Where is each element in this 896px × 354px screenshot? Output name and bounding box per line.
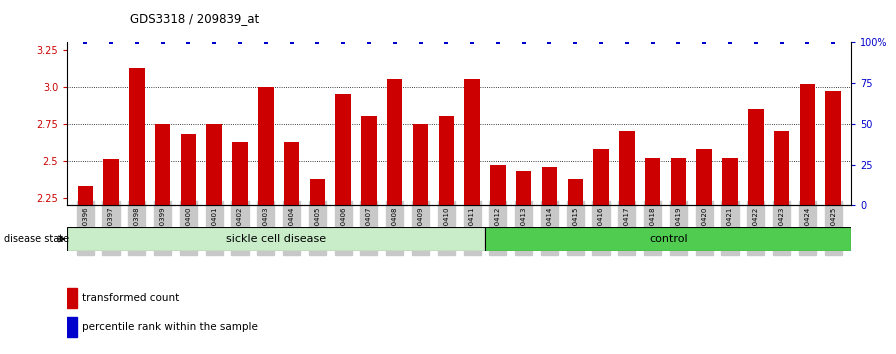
Bar: [722, 158, 737, 205]
Bar: [206, 124, 222, 205]
Point: [800, 40, 814, 45]
Point: [465, 40, 479, 45]
Point: [78, 40, 92, 45]
Point: [645, 40, 659, 45]
Text: percentile rank within the sample: percentile rank within the sample: [82, 322, 257, 332]
Point: [104, 40, 118, 45]
Point: [542, 40, 556, 45]
Bar: [567, 179, 583, 205]
Bar: [748, 109, 763, 205]
Bar: [464, 80, 480, 205]
Bar: [438, 116, 454, 205]
Point: [181, 40, 195, 45]
Point: [749, 40, 763, 45]
Bar: [825, 91, 840, 205]
Bar: [619, 131, 634, 205]
Bar: [181, 134, 196, 205]
Bar: [413, 124, 428, 205]
Bar: [67, 288, 77, 308]
Bar: [696, 149, 712, 205]
Point: [259, 40, 273, 45]
Bar: [671, 158, 686, 205]
Point: [671, 40, 685, 45]
Text: GDS3318 / 209839_at: GDS3318 / 209839_at: [130, 12, 259, 25]
Point: [233, 40, 247, 45]
Point: [413, 40, 427, 45]
Bar: [486, 227, 851, 251]
Bar: [155, 124, 170, 205]
Point: [697, 40, 711, 45]
Bar: [593, 149, 608, 205]
Bar: [103, 159, 119, 205]
Bar: [284, 142, 299, 205]
Point: [826, 40, 840, 45]
Bar: [335, 94, 351, 205]
Bar: [310, 179, 325, 205]
Point: [310, 40, 324, 45]
Bar: [258, 87, 273, 205]
Bar: [129, 68, 144, 205]
Bar: [645, 158, 660, 205]
Point: [568, 40, 582, 45]
Bar: [516, 171, 531, 205]
Bar: [361, 116, 376, 205]
Bar: [490, 165, 505, 205]
Point: [207, 40, 221, 45]
Point: [723, 40, 737, 45]
Bar: [232, 142, 247, 205]
Point: [594, 40, 608, 45]
Point: [362, 40, 376, 45]
Point: [491, 40, 505, 45]
Point: [388, 40, 402, 45]
Text: disease state: disease state: [4, 234, 70, 244]
Text: sickle cell disease: sickle cell disease: [226, 234, 326, 244]
Bar: [67, 227, 486, 251]
Point: [774, 40, 788, 45]
Bar: [387, 80, 402, 205]
Point: [284, 40, 298, 45]
Point: [130, 40, 144, 45]
Bar: [542, 167, 557, 205]
Bar: [774, 131, 789, 205]
Point: [516, 40, 530, 45]
Bar: [78, 186, 93, 205]
Bar: [799, 84, 815, 205]
Text: transformed count: transformed count: [82, 293, 179, 303]
Bar: [67, 316, 77, 337]
Text: control: control: [649, 234, 687, 244]
Point: [155, 40, 169, 45]
Point: [439, 40, 453, 45]
Point: [336, 40, 350, 45]
Point: [620, 40, 634, 45]
